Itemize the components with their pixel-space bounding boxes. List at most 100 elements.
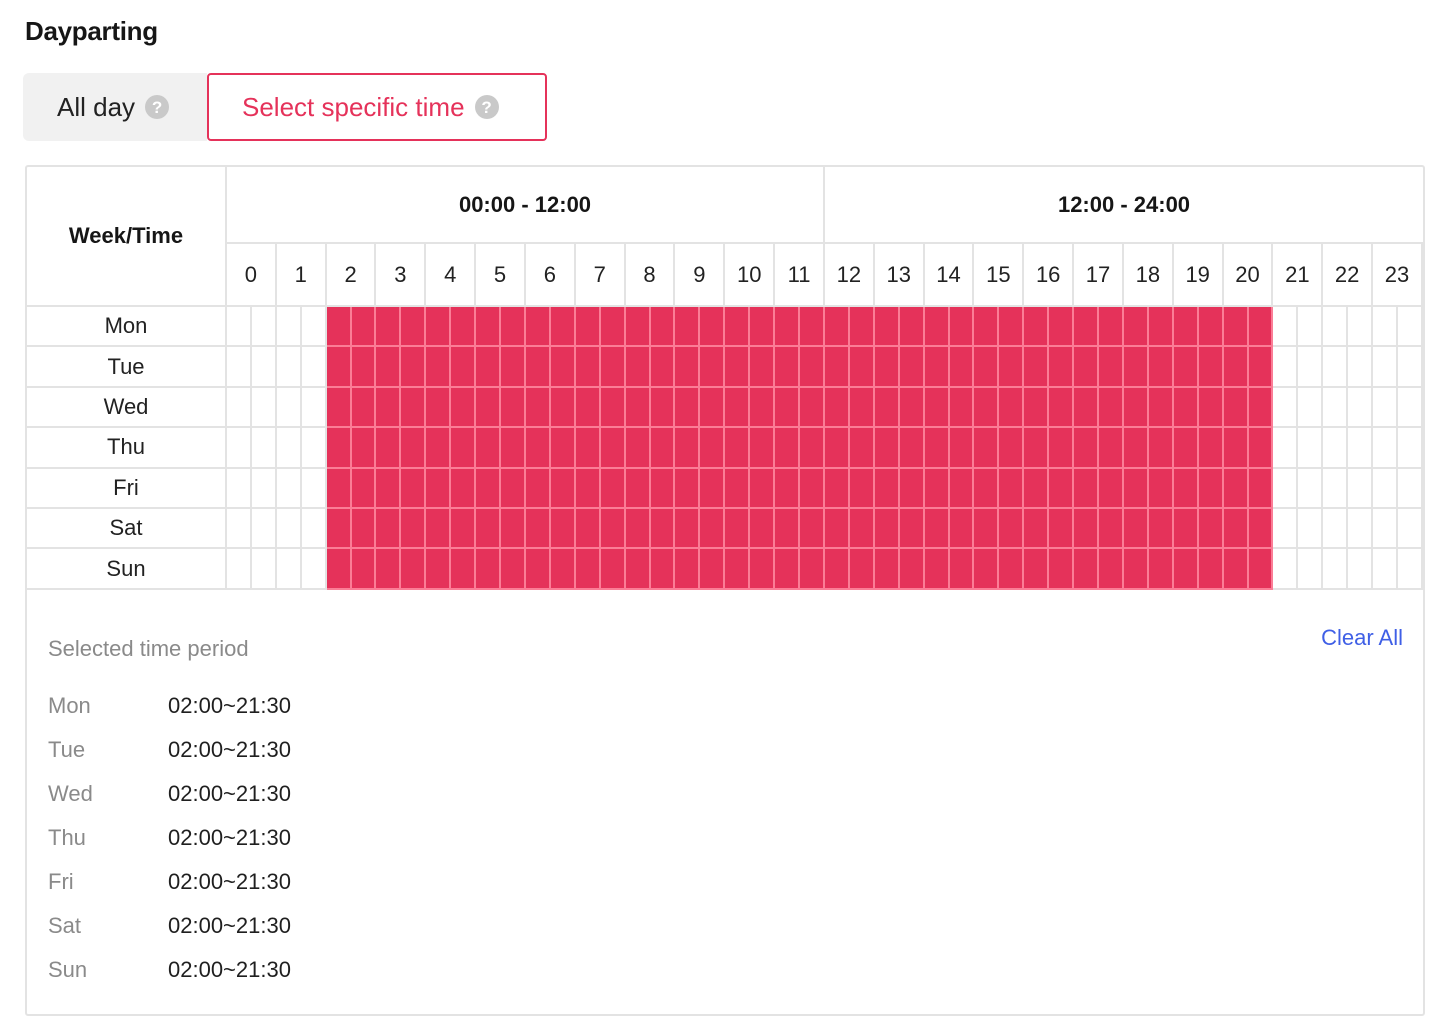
- time-slot-cell[interactable]: [1398, 347, 1423, 388]
- time-slot-cell-selected[interactable]: [949, 347, 975, 388]
- time-slot-cell-selected[interactable]: [1123, 549, 1149, 590]
- time-slot-cell-selected[interactable]: [575, 509, 601, 550]
- time-slot-cell-selected[interactable]: [1248, 549, 1274, 590]
- time-slot-cell-selected[interactable]: [974, 468, 1000, 509]
- time-slot-cell-selected[interactable]: [351, 387, 377, 429]
- time-slot-cell-selected[interactable]: [1248, 468, 1274, 509]
- time-slot-cell-selected[interactable]: [401, 387, 427, 429]
- time-slot-cell[interactable]: [1298, 468, 1324, 509]
- time-slot-cell-selected[interactable]: [775, 347, 801, 388]
- time-slot-cell-selected[interactable]: [824, 509, 850, 550]
- time-slot-cell-selected[interactable]: [376, 387, 402, 429]
- time-slot-cell-selected[interactable]: [924, 428, 950, 469]
- time-slot-cell-selected[interactable]: [501, 549, 526, 590]
- time-slot-cell-selected[interactable]: [326, 468, 352, 509]
- time-slot-cell-selected[interactable]: [775, 387, 801, 429]
- time-slot-cell[interactable]: [1348, 509, 1374, 550]
- time-slot-cell[interactable]: [1348, 549, 1374, 590]
- time-slot-cell-selected[interactable]: [1074, 509, 1100, 550]
- time-slot-cell-selected[interactable]: [999, 468, 1025, 509]
- time-slot-cell[interactable]: [1323, 307, 1349, 348]
- time-slot-cell[interactable]: [251, 468, 277, 509]
- time-slot-cell-selected[interactable]: [1223, 549, 1249, 590]
- time-slot-cell-selected[interactable]: [924, 387, 950, 429]
- time-slot-cell-selected[interactable]: [451, 387, 477, 429]
- time-slot-cell[interactable]: [1373, 428, 1398, 469]
- time-slot-cell-selected[interactable]: [824, 428, 850, 469]
- time-slot-cell[interactable]: [1398, 549, 1423, 590]
- time-slot-cell[interactable]: [301, 387, 327, 429]
- time-slot-cell-selected[interactable]: [775, 468, 801, 509]
- time-slot-cell-selected[interactable]: [426, 549, 452, 590]
- time-slot-cell-selected[interactable]: [1099, 387, 1124, 429]
- time-slot-cell-selected[interactable]: [700, 428, 726, 469]
- time-slot-cell[interactable]: [301, 468, 327, 509]
- time-slot-cell[interactable]: [251, 347, 277, 388]
- time-slot-cell-selected[interactable]: [476, 428, 502, 469]
- time-slot-cell-selected[interactable]: [1248, 347, 1274, 388]
- time-slot-cell-selected[interactable]: [501, 347, 526, 388]
- time-slot-cell-selected[interactable]: [750, 307, 776, 348]
- time-slot-cell[interactable]: [276, 387, 302, 429]
- time-slot-cell[interactable]: [1323, 509, 1349, 550]
- time-slot-cell-selected[interactable]: [750, 549, 776, 590]
- time-slot-cell-selected[interactable]: [401, 347, 427, 388]
- time-slot-cell-selected[interactable]: [575, 387, 601, 429]
- time-slot-cell[interactable]: [276, 347, 302, 388]
- time-slot-cell-selected[interactable]: [426, 307, 452, 348]
- time-slot-cell-selected[interactable]: [1024, 428, 1050, 469]
- time-slot-cell-selected[interactable]: [1099, 468, 1124, 509]
- time-slot-cell[interactable]: [1273, 468, 1299, 509]
- time-slot-cell[interactable]: [1323, 387, 1349, 429]
- time-slot-cell[interactable]: [1273, 307, 1299, 348]
- time-slot-cell-selected[interactable]: [1148, 468, 1174, 509]
- time-slot-cell[interactable]: [1373, 549, 1398, 590]
- time-slot-cell-selected[interactable]: [824, 307, 850, 348]
- time-slot-cell-selected[interactable]: [700, 347, 726, 388]
- time-slot-cell-selected[interactable]: [501, 387, 526, 429]
- time-slot-cell-selected[interactable]: [974, 509, 1000, 550]
- time-slot-cell[interactable]: [227, 468, 252, 509]
- time-slot-cell-selected[interactable]: [476, 307, 502, 348]
- time-slot-cell-selected[interactable]: [725, 549, 751, 590]
- time-slot-cell-selected[interactable]: [525, 428, 551, 469]
- time-slot-cell-selected[interactable]: [675, 549, 701, 590]
- time-slot-cell[interactable]: [1273, 347, 1299, 388]
- time-slot-cell-selected[interactable]: [949, 549, 975, 590]
- time-slot-cell[interactable]: [227, 347, 252, 388]
- time-slot-cell[interactable]: [1398, 468, 1423, 509]
- time-slot-cell-selected[interactable]: [650, 387, 676, 429]
- time-slot-cell-selected[interactable]: [650, 307, 676, 348]
- time-slot-cell-selected[interactable]: [426, 468, 452, 509]
- time-slot-cell-selected[interactable]: [824, 347, 850, 388]
- time-slot-cell-selected[interactable]: [800, 347, 825, 388]
- time-slot-cell[interactable]: [1348, 468, 1374, 509]
- time-slot-cell-selected[interactable]: [1173, 307, 1199, 348]
- time-slot-cell-selected[interactable]: [326, 428, 352, 469]
- time-slot-cell-selected[interactable]: [924, 549, 950, 590]
- time-slot-cell[interactable]: [1298, 549, 1324, 590]
- time-slot-cell-selected[interactable]: [1099, 347, 1124, 388]
- time-slot-cell[interactable]: [1298, 428, 1324, 469]
- time-slot-cell-selected[interactable]: [1123, 307, 1149, 348]
- time-slot-cell-selected[interactable]: [625, 549, 651, 590]
- time-slot-cell-selected[interactable]: [675, 509, 701, 550]
- time-slot-cell-selected[interactable]: [376, 549, 402, 590]
- time-slot-cell-selected[interactable]: [575, 468, 601, 509]
- time-slot-cell-selected[interactable]: [1198, 347, 1224, 388]
- time-slot-cell-selected[interactable]: [999, 347, 1025, 388]
- time-slot-cell-selected[interactable]: [575, 347, 601, 388]
- time-slot-cell-selected[interactable]: [800, 549, 825, 590]
- time-slot-cell-selected[interactable]: [625, 468, 651, 509]
- time-slot-cell-selected[interactable]: [550, 549, 576, 590]
- time-slot-cell-selected[interactable]: [999, 509, 1025, 550]
- time-slot-cell-selected[interactable]: [451, 549, 477, 590]
- time-slot-cell[interactable]: [251, 509, 277, 550]
- time-slot-cell-selected[interactable]: [824, 468, 850, 509]
- time-slot-cell-selected[interactable]: [899, 428, 925, 469]
- time-slot-cell[interactable]: [227, 387, 252, 429]
- time-slot-cell-selected[interactable]: [1248, 428, 1274, 469]
- time-slot-cell-selected[interactable]: [1024, 387, 1050, 429]
- time-slot-cell-selected[interactable]: [725, 347, 751, 388]
- time-slot-cell-selected[interactable]: [650, 509, 676, 550]
